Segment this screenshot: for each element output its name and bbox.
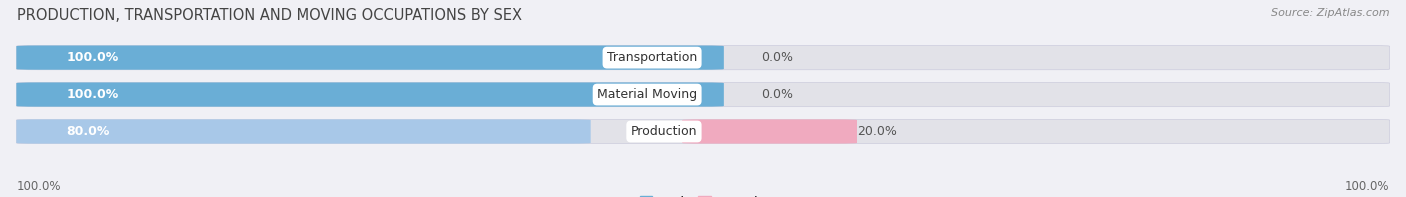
- Text: 0.0%: 0.0%: [761, 88, 793, 101]
- Text: 0.0%: 0.0%: [761, 51, 793, 64]
- Text: 100.0%: 100.0%: [66, 88, 118, 101]
- FancyBboxPatch shape: [17, 119, 591, 144]
- FancyBboxPatch shape: [17, 119, 1389, 144]
- Text: Transportation: Transportation: [607, 51, 697, 64]
- Text: 100.0%: 100.0%: [66, 51, 118, 64]
- Text: PRODUCTION, TRANSPORTATION AND MOVING OCCUPATIONS BY SEX: PRODUCTION, TRANSPORTATION AND MOVING OC…: [17, 8, 522, 23]
- Text: 80.0%: 80.0%: [66, 125, 110, 138]
- FancyBboxPatch shape: [17, 83, 1389, 107]
- FancyBboxPatch shape: [17, 83, 724, 107]
- Text: 100.0%: 100.0%: [17, 180, 62, 193]
- Text: Source: ZipAtlas.com: Source: ZipAtlas.com: [1271, 8, 1389, 18]
- Text: Material Moving: Material Moving: [598, 88, 697, 101]
- Text: 20.0%: 20.0%: [858, 125, 897, 138]
- FancyBboxPatch shape: [17, 46, 724, 70]
- Text: 100.0%: 100.0%: [1344, 180, 1389, 193]
- FancyBboxPatch shape: [17, 46, 1389, 70]
- Text: Production: Production: [631, 125, 697, 138]
- Legend: Male, Female: Male, Female: [640, 196, 766, 197]
- FancyBboxPatch shape: [682, 119, 858, 144]
